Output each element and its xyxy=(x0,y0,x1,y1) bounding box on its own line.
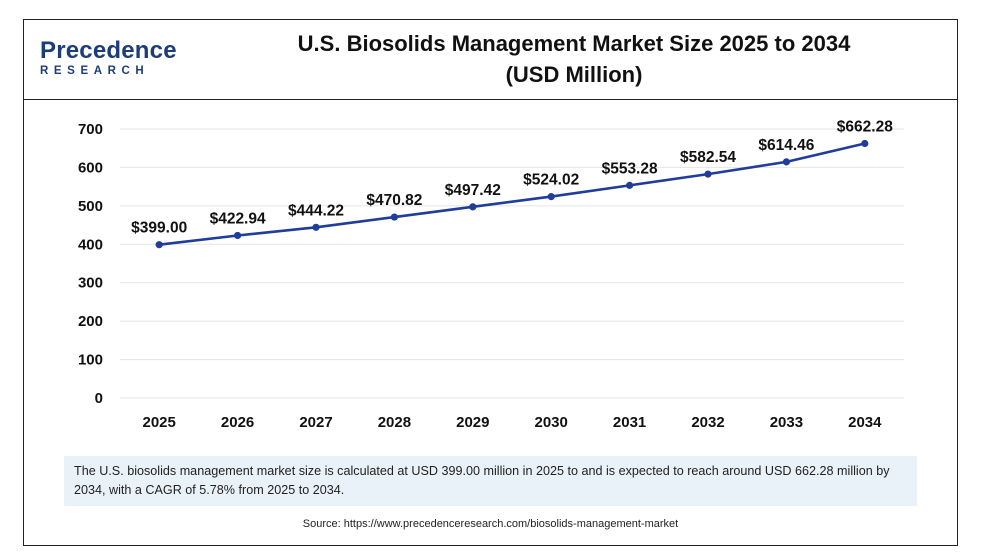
data-label: $662.28 xyxy=(837,118,893,135)
chart-frame: Precedence RESEARCH U.S. Biosolids Manag… xyxy=(23,19,958,546)
data-points xyxy=(155,139,869,249)
y-tick-label: 600 xyxy=(78,159,103,176)
data-label: $524.02 xyxy=(523,172,579,189)
y-tick-label: 200 xyxy=(78,313,103,330)
x-tick-label: 2025 xyxy=(143,414,176,431)
x-tick-label: 2031 xyxy=(613,414,646,431)
gridlines xyxy=(120,128,904,399)
data-labels: $399.00 $422.94 $444.22 $470.82 $497.42 $524.… xyxy=(131,118,893,236)
data-label: $614.46 xyxy=(758,137,814,154)
data-label: $553.28 xyxy=(602,160,658,177)
logo-wordmark: Precedence xyxy=(40,37,177,64)
x-tick-label: 2029 xyxy=(456,414,489,431)
x-tick-label: 2034 xyxy=(848,414,882,431)
y-axis-ticks: 0 100 200 300 400 500 600 700 xyxy=(78,121,103,407)
x-tick-label: 2030 xyxy=(535,414,568,431)
data-label: $497.42 xyxy=(445,182,501,199)
precedence-research-logo: Precedence RESEARCH xyxy=(40,38,180,82)
logo-subtitle: RESEARCH xyxy=(40,65,150,77)
data-label: $444.22 xyxy=(288,202,344,219)
x-tick-label: 2032 xyxy=(691,414,724,431)
series-line xyxy=(159,142,866,246)
data-point xyxy=(547,193,555,201)
description-box: The U.S. biosolids management market siz… xyxy=(64,456,917,506)
x-tick-label: 2033 xyxy=(770,414,803,431)
y-tick-label: 500 xyxy=(78,198,103,215)
x-tick-label: 2026 xyxy=(221,414,254,431)
data-point xyxy=(155,241,163,249)
data-point xyxy=(704,170,712,178)
data-label: $422.94 xyxy=(210,210,266,227)
y-tick-label: 400 xyxy=(78,236,103,253)
x-tick-label: 2027 xyxy=(299,414,332,431)
chart-title: U.S. Biosolids Management Market Size 20… xyxy=(214,28,934,90)
chart-title-line-2: (USD Million) xyxy=(505,62,643,87)
y-tick-label: 300 xyxy=(78,275,103,292)
data-point xyxy=(469,203,477,211)
data-point xyxy=(626,181,634,189)
y-tick-label: 700 xyxy=(78,121,103,138)
data-point xyxy=(312,223,320,231)
y-tick-label: 0 xyxy=(95,390,103,407)
data-point xyxy=(782,158,791,166)
source-text: Source: https://www.precedenceresearch.c… xyxy=(302,518,679,530)
data-point xyxy=(234,231,242,240)
y-tick-label: 100 xyxy=(78,352,103,369)
header: Precedence RESEARCH U.S. Biosolids Manag… xyxy=(24,20,957,100)
data-point xyxy=(390,213,398,221)
x-axis-ticks: 2025 2026 2027 2028 2029 2030 2031 2032 2033 2034 xyxy=(143,414,883,431)
chart-title-line-1: U.S. Biosolids Management Market Size 20… xyxy=(297,31,851,56)
data-label: $470.82 xyxy=(366,192,422,209)
x-tick-label: 2028 xyxy=(378,414,411,431)
data-label: $582.54 xyxy=(680,149,736,166)
data-label: $399.00 xyxy=(131,220,187,237)
data-point xyxy=(861,139,869,148)
